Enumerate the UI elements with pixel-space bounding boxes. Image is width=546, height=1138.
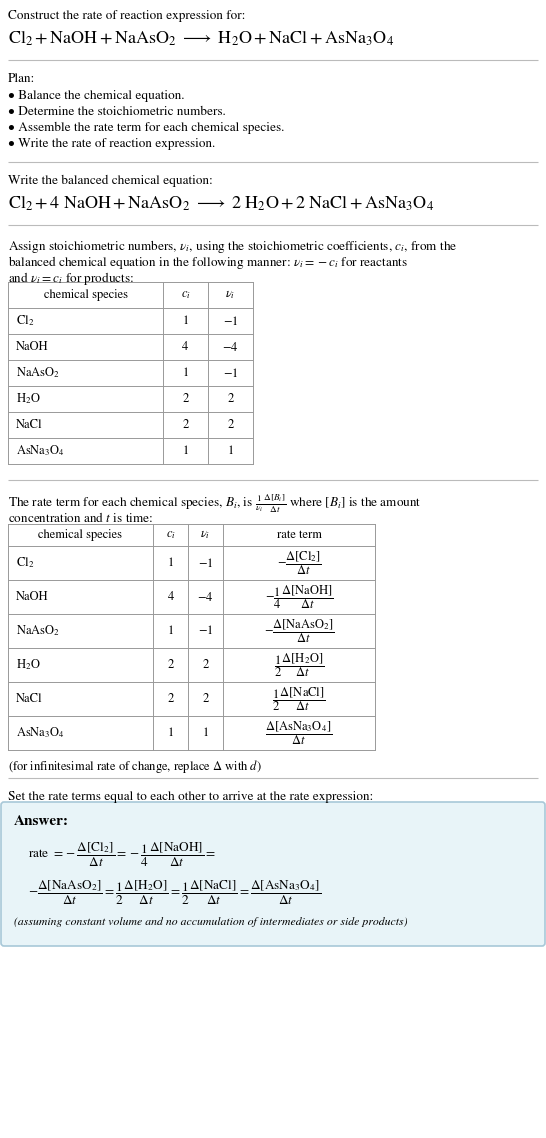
Text: • Write the rate of reaction expression.: • Write the rate of reaction expression. xyxy=(8,138,215,150)
Text: $c_i$: $c_i$ xyxy=(181,289,191,300)
Text: NaCl: NaCl xyxy=(16,693,43,704)
Text: $\mathrm{H_2O}$: $\mathrm{H_2O}$ xyxy=(16,658,41,673)
Text: • Balance the chemical equation.: • Balance the chemical equation. xyxy=(8,90,185,102)
Text: $-\dfrac{\Delta[\mathrm{NaAsO_2}]}{\Delta t}$: $-\dfrac{\Delta[\mathrm{NaAsO_2}]}{\Delt… xyxy=(264,617,334,645)
Text: $-1$: $-1$ xyxy=(198,556,213,569)
Text: and $\nu_i = c_i$ for products:: and $\nu_i = c_i$ for products: xyxy=(8,270,134,287)
Text: concentration and $t$ is time:: concentration and $t$ is time: xyxy=(8,511,153,525)
Text: 4: 4 xyxy=(182,341,188,353)
Text: $-\dfrac{\Delta[\mathrm{NaAsO_2}]}{\Delta t} = \dfrac{1}{2}\dfrac{\Delta[\mathrm: $-\dfrac{\Delta[\mathrm{NaAsO_2}]}{\Delt… xyxy=(28,879,321,907)
Text: 1: 1 xyxy=(168,558,174,569)
Text: 2: 2 xyxy=(167,659,174,671)
Text: 2: 2 xyxy=(227,393,234,405)
Text: $\mathrm{AsNa_3O_4}$: $\mathrm{AsNa_3O_4}$ xyxy=(16,726,65,741)
Text: $\mathrm{Cl_2 + NaOH + NaAsO_2 \ \longrightarrow \ H_2O + NaCl + AsNa_3O_4}$: $\mathrm{Cl_2 + NaOH + NaAsO_2 \ \longri… xyxy=(8,30,394,49)
Text: balanced chemical equation in the following manner: $\nu_i = -c_i$ for reactants: balanced chemical equation in the follow… xyxy=(8,254,408,271)
FancyBboxPatch shape xyxy=(1,802,545,946)
Text: 1: 1 xyxy=(168,625,174,637)
Text: Plan:: Plan: xyxy=(8,73,35,84)
Text: Write the balanced chemical equation:: Write the balanced chemical equation: xyxy=(8,175,213,188)
Text: rate $= -\dfrac{\Delta[\mathrm{Cl_2}]}{\Delta t} = -\dfrac{1}{4}\dfrac{\Delta[\m: rate $= -\dfrac{\Delta[\mathrm{Cl_2}]}{\… xyxy=(28,841,216,869)
Text: $c_i$: $c_i$ xyxy=(165,529,175,541)
Text: • Assemble the rate term for each chemical species.: • Assemble the rate term for each chemic… xyxy=(8,122,284,134)
Text: 2: 2 xyxy=(167,693,174,704)
Text: 2: 2 xyxy=(203,659,209,671)
Text: Answer:: Answer: xyxy=(14,815,69,828)
Text: The rate term for each chemical species, $B_i$, is $\frac{1}{\nu_i}\frac{\Delta[: The rate term for each chemical species,… xyxy=(8,493,422,516)
Text: $\nu_i$: $\nu_i$ xyxy=(225,289,235,302)
Text: $-1$: $-1$ xyxy=(198,625,213,637)
Text: $\mathrm{H_2O}$: $\mathrm{H_2O}$ xyxy=(16,391,41,406)
Text: 2: 2 xyxy=(227,419,234,431)
Text: $\nu_i$: $\nu_i$ xyxy=(200,528,211,542)
Text: Set the rate terms equal to each other to arrive at the rate expression:: Set the rate terms equal to each other t… xyxy=(8,791,373,803)
Text: $-1$: $-1$ xyxy=(223,366,238,379)
Text: $\dfrac{\Delta[\mathrm{AsNa_3O_4}]}{\Delta t}$: $\dfrac{\Delta[\mathrm{AsNa_3O_4}]}{\Del… xyxy=(265,719,333,747)
Text: Construct the rate of reaction expression for:: Construct the rate of reaction expressio… xyxy=(8,10,245,22)
Text: (assuming constant volume and no accumulation of intermediates or side products): (assuming constant volume and no accumul… xyxy=(14,917,407,927)
Text: $\mathrm{NaAsO_2}$: $\mathrm{NaAsO_2}$ xyxy=(16,624,60,638)
Text: 1: 1 xyxy=(182,315,188,327)
Text: 1: 1 xyxy=(168,727,174,739)
Text: chemical species: chemical species xyxy=(39,529,122,541)
Text: (for infinitesimal rate of change, replace $\Delta$ with $d$): (for infinitesimal rate of change, repla… xyxy=(8,758,262,775)
Text: 4: 4 xyxy=(168,591,174,603)
Text: 1: 1 xyxy=(203,727,209,739)
Text: 2: 2 xyxy=(203,693,209,704)
Text: $\mathrm{Cl_2}$: $\mathrm{Cl_2}$ xyxy=(16,555,34,570)
Text: $\mathrm{Cl_2 + 4\ NaOH + NaAsO_2 \ \longrightarrow \ 2\ H_2O + 2\ NaCl + AsNa_3: $\mathrm{Cl_2 + 4\ NaOH + NaAsO_2 \ \lon… xyxy=(8,195,434,214)
Text: $-\dfrac{\Delta[\mathrm{Cl_2}]}{\Delta t}$: $-\dfrac{\Delta[\mathrm{Cl_2}]}{\Delta t… xyxy=(276,549,322,577)
Text: 2: 2 xyxy=(182,419,189,431)
Text: $\dfrac{1}{2}\dfrac{\Delta[\mathrm{NaCl}]}{\Delta t}$: $\dfrac{1}{2}\dfrac{\Delta[\mathrm{NaCl}… xyxy=(272,685,326,712)
Text: 2: 2 xyxy=(182,393,189,405)
Text: $\dfrac{1}{2}\dfrac{\Delta[\mathrm{H_2O}]}{\Delta t}$: $\dfrac{1}{2}\dfrac{\Delta[\mathrm{H_2O}… xyxy=(274,651,324,679)
Text: chemical species: chemical species xyxy=(44,289,128,300)
Text: $-\dfrac{1}{4}\dfrac{\Delta[\mathrm{NaOH}]}{\Delta t}$: $-\dfrac{1}{4}\dfrac{\Delta[\mathrm{NaOH… xyxy=(265,583,333,611)
Text: $\mathrm{NaAsO_2}$: $\mathrm{NaAsO_2}$ xyxy=(16,365,60,380)
Text: $-4$: $-4$ xyxy=(222,340,239,354)
Text: 1: 1 xyxy=(182,368,188,379)
Text: 1: 1 xyxy=(182,445,188,456)
Text: $\mathrm{Cl_2}$: $\mathrm{Cl_2}$ xyxy=(16,314,34,329)
Text: $\mathrm{AsNa_3O_4}$: $\mathrm{AsNa_3O_4}$ xyxy=(16,444,65,459)
Text: NaOH: NaOH xyxy=(16,341,49,353)
Text: NaOH: NaOH xyxy=(16,591,49,603)
Text: $-4$: $-4$ xyxy=(197,591,213,603)
Text: Assign stoichiometric numbers, $\nu_i$, using the stoichiometric coefficients, $: Assign stoichiometric numbers, $\nu_i$, … xyxy=(8,238,458,255)
Text: • Determine the stoichiometric numbers.: • Determine the stoichiometric numbers. xyxy=(8,106,225,117)
Text: $-1$: $-1$ xyxy=(223,314,238,328)
Text: 1: 1 xyxy=(227,445,234,456)
Text: NaCl: NaCl xyxy=(16,419,43,431)
Text: rate term: rate term xyxy=(277,529,322,541)
